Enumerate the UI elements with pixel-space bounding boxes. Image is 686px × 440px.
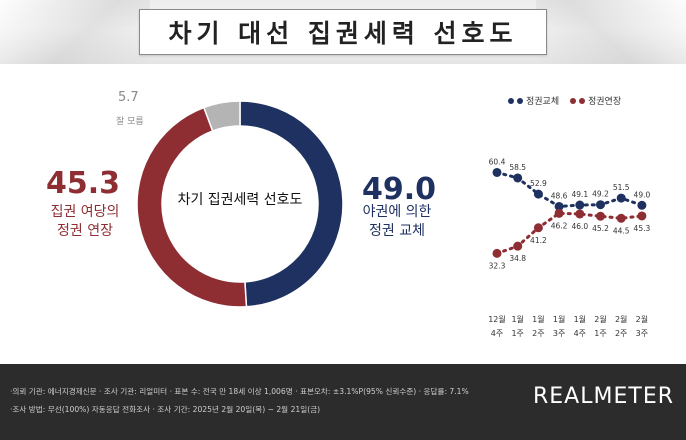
point-change-2 (533, 189, 543, 199)
change-label-line1: 야권에 의한 (362, 204, 432, 220)
point-extend-3 (554, 208, 564, 218)
x-tick-label-3-1: 3주 (553, 329, 565, 338)
point-change-5 (596, 200, 605, 210)
legend-extend: 정권연장 (570, 94, 621, 107)
donut-slice-change (239, 100, 344, 308)
donut-center-label: 차기 집권세력 선호도 (177, 192, 303, 208)
point-extend-7 (637, 211, 647, 221)
data-label-extend-1: 34.8 (509, 254, 526, 263)
x-tick-label-6-1: 2주 (615, 329, 627, 338)
x-tick-label-0-1: 4주 (491, 329, 503, 338)
x-tick-label-1-0: 1월 (511, 314, 523, 324)
data-label-change-1: 58.5 (509, 163, 526, 172)
brand-logo: REALMETER (533, 384, 674, 409)
point-change-4 (575, 200, 585, 210)
extend-value: 45.3 (46, 166, 121, 201)
data-label-extend-3: 46.2 (551, 221, 568, 230)
point-extend-5 (596, 211, 605, 221)
legend-extend-marker (570, 97, 586, 104)
x-tick-label-0-0: 12월 (488, 314, 506, 324)
data-label-change-7: 49.0 (634, 190, 651, 199)
extend-label: 집권 여당의 정권 연장 (40, 203, 130, 241)
trend-line-chart: 60.458.5 52.9 48.6 49.1 49.2 51.5 49.0 32.334.8… (488, 157, 651, 338)
point-change-3 (554, 201, 564, 211)
data-label-extend-7: 45.3 (634, 224, 651, 233)
data-label-change-2: 52.9 (530, 179, 547, 188)
x-tick-label-2-0: 1월 (532, 314, 544, 324)
x-tick-label-3-0: 1월 (553, 314, 565, 324)
x-tick-label-2-1: 2주 (532, 329, 544, 338)
title-box: 차기 대선 집권세력 선호도 (139, 9, 547, 55)
legend-change-label: 정권교체 (526, 97, 560, 107)
extend-label-line1: 집권 여당의 (50, 204, 120, 220)
data-label-change-5: 49.2 (592, 190, 609, 199)
data-label-extend-5: 45.2 (592, 224, 609, 233)
change-label: 야권에 의한 정권 교체 (352, 203, 442, 241)
data-label-extend-2: 41.2 (530, 236, 547, 245)
point-extend-1 (513, 241, 523, 251)
x-tick-label-5-1: 1주 (594, 329, 606, 338)
x-tick-label-1-1: 1주 (511, 329, 523, 338)
donut-slice-unsure (202, 100, 241, 132)
legend-change-marker (508, 97, 524, 104)
legend-extend-label: 정권연장 (588, 97, 622, 107)
data-label-change-4: 49.1 (571, 190, 588, 199)
point-extend-6 (616, 213, 626, 223)
data-label-extend-0: 32.3 (489, 261, 506, 270)
point-extend-2 (533, 223, 543, 233)
unsure-value: 5.7 (118, 90, 139, 105)
x-tick-label-4-1: 4주 (574, 329, 586, 338)
point-change-6 (616, 193, 626, 203)
x-tick-label-7-1: 3주 (636, 329, 648, 338)
footer-line-1: ·의뢰 기관: 에너지경제신문 · 조사 기관: 리얼미터 · 표본 수: 전국… (10, 387, 469, 396)
point-change-0 (492, 167, 502, 177)
point-extend-4 (575, 209, 585, 219)
unsure-label: 잘 모름 (116, 117, 144, 127)
data-label-extend-4: 46.0 (571, 222, 588, 231)
x-tick-label-5-0: 2월 (594, 314, 606, 324)
header-decoration-right (536, 0, 686, 64)
donut-chart (136, 100, 344, 308)
footer-line-2: ·조사 방법: 무선(100%) 자동응답 전화조사 · 조사 기간: 2025… (10, 405, 321, 414)
header-banner: 차기 대선 집권세력 선호도 (0, 0, 686, 64)
point-change-1 (513, 173, 523, 183)
x-tick-label-7-0: 2월 (636, 314, 648, 324)
x-tick-label-6-0: 2월 (615, 314, 627, 324)
data-label-change-6: 51.5 (613, 183, 630, 192)
header-decoration-left (0, 0, 150, 64)
footer: ·의뢰 기관: 에너지경제신문 · 조사 기관: 리얼미터 · 표본 수: 전국… (0, 364, 686, 440)
x-tick-label-4-0: 1월 (574, 314, 586, 324)
legend-change: 정권교체 (508, 94, 559, 107)
data-label-change-3: 48.6 (551, 191, 568, 200)
data-label-extend-6: 44.5 (613, 226, 630, 235)
change-label-line2: 정권 교체 (369, 223, 425, 239)
point-extend-0 (492, 248, 502, 258)
extend-label-line2: 정권 연장 (57, 223, 113, 239)
page-title: 차기 대선 집권세력 선호도 (168, 19, 518, 48)
data-label-change-0: 60.4 (489, 157, 506, 166)
point-change-7 (637, 200, 647, 210)
change-value: 49.0 (362, 172, 437, 207)
